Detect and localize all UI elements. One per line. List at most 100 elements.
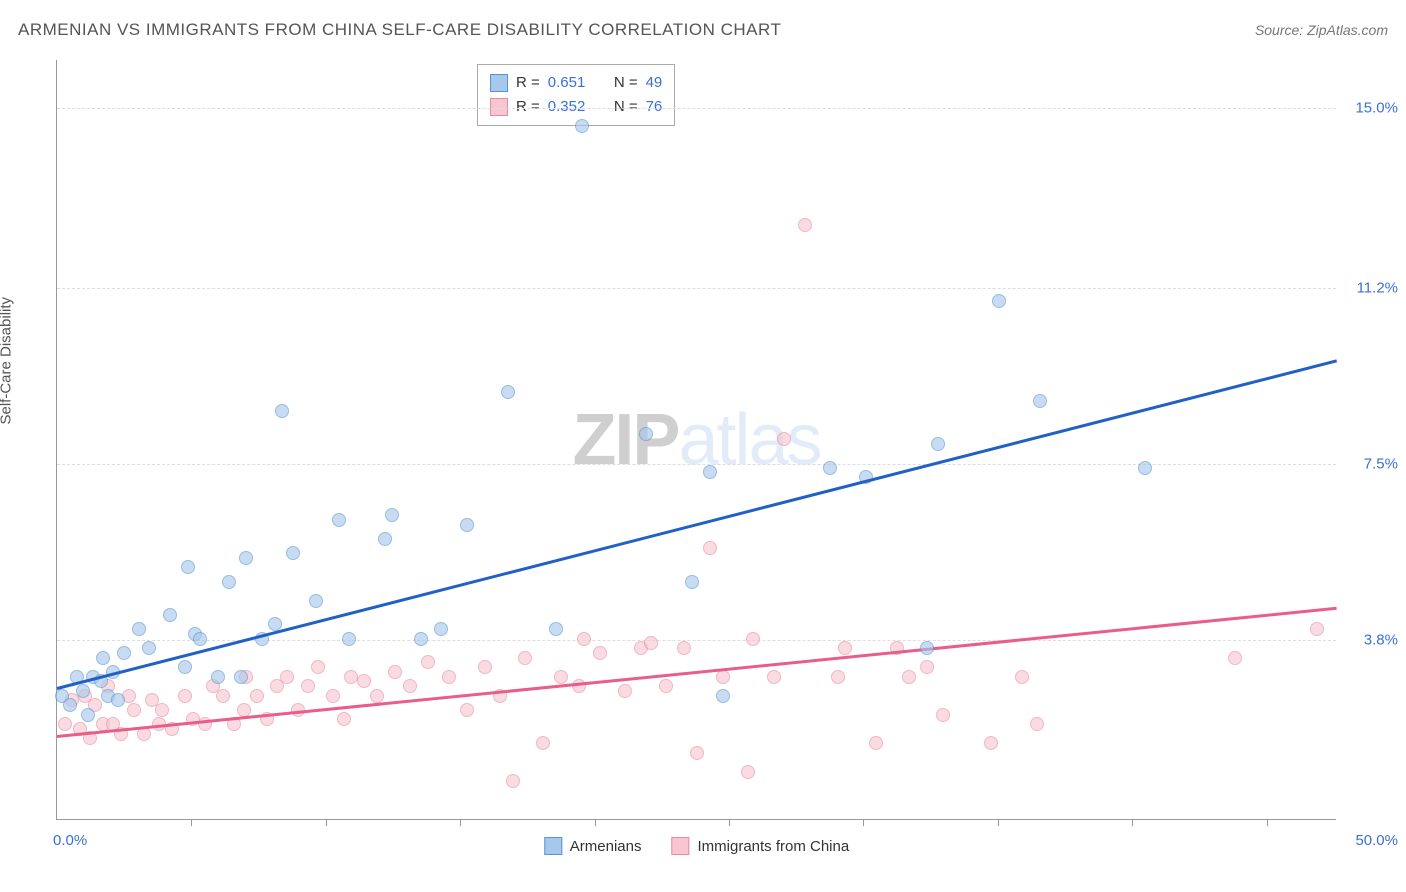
data-point bbox=[823, 461, 837, 475]
data-point bbox=[193, 632, 207, 646]
data-point bbox=[931, 437, 945, 451]
data-point bbox=[309, 594, 323, 608]
data-point bbox=[286, 546, 300, 560]
data-point bbox=[96, 651, 110, 665]
data-point bbox=[222, 575, 236, 589]
data-point bbox=[76, 684, 90, 698]
data-point bbox=[703, 465, 717, 479]
data-point bbox=[920, 660, 934, 674]
data-point bbox=[518, 651, 532, 665]
data-point bbox=[685, 575, 699, 589]
stat-n-value: 49 bbox=[646, 71, 663, 95]
data-point bbox=[181, 560, 195, 574]
data-point bbox=[554, 670, 568, 684]
data-point bbox=[81, 708, 95, 722]
data-point bbox=[1310, 622, 1324, 636]
x-tick bbox=[1132, 819, 1133, 826]
x-tick bbox=[326, 819, 327, 826]
data-point bbox=[216, 689, 230, 703]
legend-swatch bbox=[544, 837, 562, 855]
data-point bbox=[478, 660, 492, 674]
data-point bbox=[275, 404, 289, 418]
data-point bbox=[831, 670, 845, 684]
x-tick bbox=[1267, 819, 1268, 826]
legend-label: Armenians bbox=[570, 838, 642, 855]
x-tick bbox=[998, 819, 999, 826]
data-point bbox=[155, 703, 169, 717]
data-point bbox=[984, 736, 998, 750]
legend-series: Armenians Immigrants from China bbox=[544, 837, 849, 855]
data-point bbox=[501, 385, 515, 399]
data-point bbox=[117, 646, 131, 660]
legend-label: Immigrants from China bbox=[697, 838, 849, 855]
data-point bbox=[1015, 670, 1029, 684]
data-point bbox=[388, 665, 402, 679]
data-point bbox=[421, 655, 435, 669]
data-point bbox=[869, 736, 883, 750]
legend-item: Armenians bbox=[544, 837, 642, 855]
y-axis-label: Self-Care Disability bbox=[0, 297, 15, 425]
data-point bbox=[370, 689, 384, 703]
data-point bbox=[127, 703, 141, 717]
data-point bbox=[777, 432, 791, 446]
data-point bbox=[332, 513, 346, 527]
stat-r-label: R = bbox=[516, 71, 540, 95]
data-point bbox=[111, 693, 125, 707]
data-point bbox=[577, 632, 591, 646]
gridline bbox=[57, 108, 1336, 109]
legend-item: Immigrants from China bbox=[671, 837, 849, 855]
y-tick-label: 11.2% bbox=[1357, 280, 1398, 297]
data-point bbox=[920, 641, 934, 655]
data-point bbox=[1033, 394, 1047, 408]
data-point bbox=[58, 717, 72, 731]
x-tick bbox=[729, 819, 730, 826]
data-point bbox=[311, 660, 325, 674]
x-axis-start-label: 0.0% bbox=[53, 832, 87, 849]
data-point bbox=[378, 532, 392, 546]
data-point bbox=[342, 632, 356, 646]
data-point bbox=[250, 689, 264, 703]
data-point bbox=[403, 679, 417, 693]
data-point bbox=[442, 670, 456, 684]
data-point bbox=[460, 518, 474, 532]
x-tick bbox=[595, 819, 596, 826]
data-point bbox=[677, 641, 691, 655]
watermark-atlas: atlas bbox=[678, 400, 820, 480]
data-point bbox=[798, 218, 812, 232]
plot-area: ZIPatlas R = 0.651 N = 49R = 0.352 N = 7… bbox=[56, 60, 1336, 820]
stat-r-value: 0.651 bbox=[548, 71, 586, 95]
data-point bbox=[644, 636, 658, 650]
x-tick bbox=[191, 819, 192, 826]
data-point bbox=[936, 708, 950, 722]
data-point bbox=[703, 541, 717, 555]
data-point bbox=[593, 646, 607, 660]
data-point bbox=[357, 674, 371, 688]
data-point bbox=[385, 508, 399, 522]
data-point bbox=[902, 670, 916, 684]
x-tick bbox=[460, 819, 461, 826]
data-point bbox=[337, 712, 351, 726]
data-point bbox=[746, 632, 760, 646]
data-point bbox=[142, 641, 156, 655]
data-point bbox=[460, 703, 474, 717]
stat-n-label: N = bbox=[614, 71, 638, 95]
data-point bbox=[280, 670, 294, 684]
data-point bbox=[575, 119, 589, 133]
data-point bbox=[239, 551, 253, 565]
data-point bbox=[414, 632, 428, 646]
data-point bbox=[741, 765, 755, 779]
data-point bbox=[326, 689, 340, 703]
data-point bbox=[301, 679, 315, 693]
data-point bbox=[211, 670, 225, 684]
data-point bbox=[639, 427, 653, 441]
legend-swatch bbox=[490, 74, 508, 92]
y-tick-label: 7.5% bbox=[1364, 455, 1398, 472]
legend-stat-row: R = 0.651 N = 49 bbox=[490, 71, 662, 95]
data-point bbox=[838, 641, 852, 655]
data-point bbox=[132, 622, 146, 636]
data-point bbox=[234, 670, 248, 684]
x-axis-end-label: 50.0% bbox=[1355, 832, 1398, 849]
x-tick bbox=[863, 819, 864, 826]
chart-source: Source: ZipAtlas.com bbox=[1255, 22, 1388, 38]
data-point bbox=[618, 684, 632, 698]
